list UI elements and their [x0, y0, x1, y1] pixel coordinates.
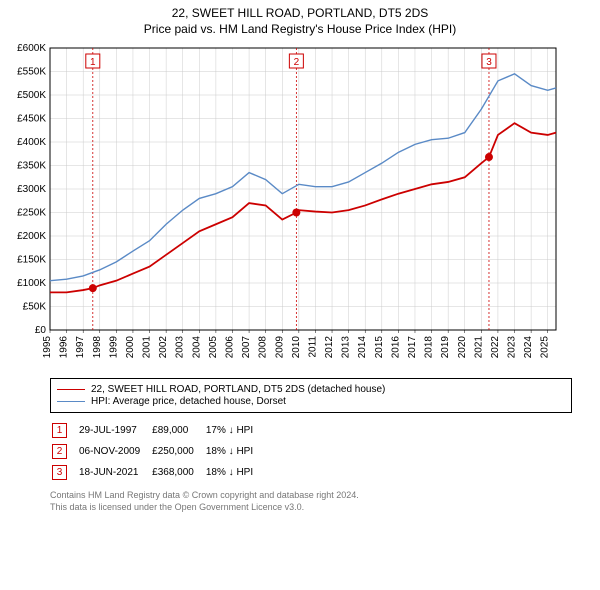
marker-price: £89,000	[152, 421, 204, 440]
svg-text:2023: 2023	[507, 336, 518, 359]
marker-delta: 18% ↓ HPI	[206, 463, 263, 482]
marker-number-box: 2	[52, 444, 67, 459]
attribution-line: This data is licensed under the Open Gov…	[50, 502, 572, 514]
svg-text:£300K: £300K	[17, 184, 46, 195]
svg-text:2001: 2001	[142, 336, 153, 359]
svg-text:2004: 2004	[191, 336, 202, 359]
svg-text:3: 3	[486, 57, 492, 68]
svg-text:£500K: £500K	[17, 90, 46, 101]
svg-text:1998: 1998	[92, 336, 103, 359]
legend-label: HPI: Average price, detached house, Dors…	[91, 396, 286, 407]
legend-swatch	[57, 389, 85, 390]
attribution-line: Contains HM Land Registry data © Crown c…	[50, 490, 572, 502]
chart-subtitle: Price paid vs. HM Land Registry's House …	[8, 22, 592, 36]
svg-text:£100K: £100K	[17, 278, 46, 289]
svg-text:2012: 2012	[324, 336, 335, 359]
title-block: 22, SWEET HILL ROAD, PORTLAND, DT5 2DS P…	[8, 6, 592, 36]
svg-text:2022: 2022	[490, 336, 501, 359]
svg-text:£550K: £550K	[17, 67, 46, 78]
figure-container: 22, SWEET HILL ROAD, PORTLAND, DT5 2DS P…	[0, 0, 600, 521]
svg-text:2025: 2025	[540, 336, 551, 359]
svg-text:£150K: £150K	[17, 255, 46, 266]
svg-text:2003: 2003	[175, 336, 186, 359]
svg-text:2: 2	[294, 57, 300, 68]
marker-date: 29-JUL-1997	[79, 421, 150, 440]
svg-text:2010: 2010	[291, 336, 302, 359]
svg-text:2008: 2008	[258, 336, 269, 359]
svg-text:£400K: £400K	[17, 137, 46, 148]
svg-text:2020: 2020	[457, 336, 468, 359]
svg-text:2006: 2006	[224, 336, 235, 359]
svg-text:2019: 2019	[440, 336, 451, 359]
svg-text:£200K: £200K	[17, 231, 46, 242]
svg-text:2013: 2013	[341, 336, 352, 359]
svg-text:2015: 2015	[374, 336, 385, 359]
legend-label: 22, SWEET HILL ROAD, PORTLAND, DT5 2DS (…	[91, 384, 385, 395]
marker-price: £250,000	[152, 442, 204, 461]
attribution: Contains HM Land Registry data © Crown c…	[50, 490, 572, 513]
svg-text:2009: 2009	[274, 336, 285, 359]
svg-text:£350K: £350K	[17, 161, 46, 172]
svg-text:1999: 1999	[108, 336, 119, 359]
svg-text:1996: 1996	[59, 336, 70, 359]
marker-row: 1 29-JUL-1997£89,00017% ↓ HPI	[52, 421, 263, 440]
svg-text:1997: 1997	[75, 336, 86, 359]
svg-text:2007: 2007	[241, 336, 252, 359]
marker-date: 06-NOV-2009	[79, 442, 150, 461]
marker-price: £368,000	[152, 463, 204, 482]
legend-row: HPI: Average price, detached house, Dors…	[57, 396, 565, 407]
markers-table: 1 29-JUL-1997£89,00017% ↓ HPI 2 06-NOV-2009…	[50, 419, 265, 484]
svg-text:2018: 2018	[424, 336, 435, 359]
svg-text:£250K: £250K	[17, 208, 46, 219]
svg-text:2021: 2021	[473, 336, 484, 359]
svg-text:£0: £0	[35, 325, 47, 336]
svg-text:2002: 2002	[158, 336, 169, 359]
chart-title: 22, SWEET HILL ROAD, PORTLAND, DT5 2DS	[8, 6, 592, 20]
svg-text:2016: 2016	[390, 336, 401, 359]
marker-date: 18-JUN-2021	[79, 463, 150, 482]
svg-text:2014: 2014	[357, 336, 368, 359]
marker-row: 3 18-JUN-2021£368,00018% ↓ HPI	[52, 463, 263, 482]
svg-text:2017: 2017	[407, 336, 418, 359]
svg-text:2005: 2005	[208, 336, 219, 359]
chart-svg: £0 £50K £100K £150K £200K £250K £300K £350K £400…	[8, 44, 568, 374]
svg-text:2011: 2011	[307, 336, 318, 358]
svg-text:1: 1	[90, 57, 96, 68]
svg-text:2000: 2000	[125, 336, 136, 359]
svg-text:£600K: £600K	[17, 44, 46, 54]
marker-delta: 17% ↓ HPI	[206, 421, 263, 440]
svg-text:2024: 2024	[523, 336, 534, 359]
legend-swatch	[57, 401, 85, 402]
marker-delta: 18% ↓ HPI	[206, 442, 263, 461]
marker-number-box: 1	[52, 423, 67, 438]
svg-text:1995: 1995	[42, 336, 53, 359]
chart: £0 £50K £100K £150K £200K £250K £300K £350K £400…	[8, 44, 592, 374]
legend: 22, SWEET HILL ROAD, PORTLAND, DT5 2DS (…	[50, 378, 572, 413]
marker-number-box: 3	[52, 465, 67, 480]
marker-row: 2 06-NOV-2009£250,00018% ↓ HPI	[52, 442, 263, 461]
svg-text:£50K: £50K	[23, 302, 47, 313]
legend-row: 22, SWEET HILL ROAD, PORTLAND, DT5 2DS (…	[57, 384, 565, 395]
svg-text:£450K: £450K	[17, 114, 46, 125]
